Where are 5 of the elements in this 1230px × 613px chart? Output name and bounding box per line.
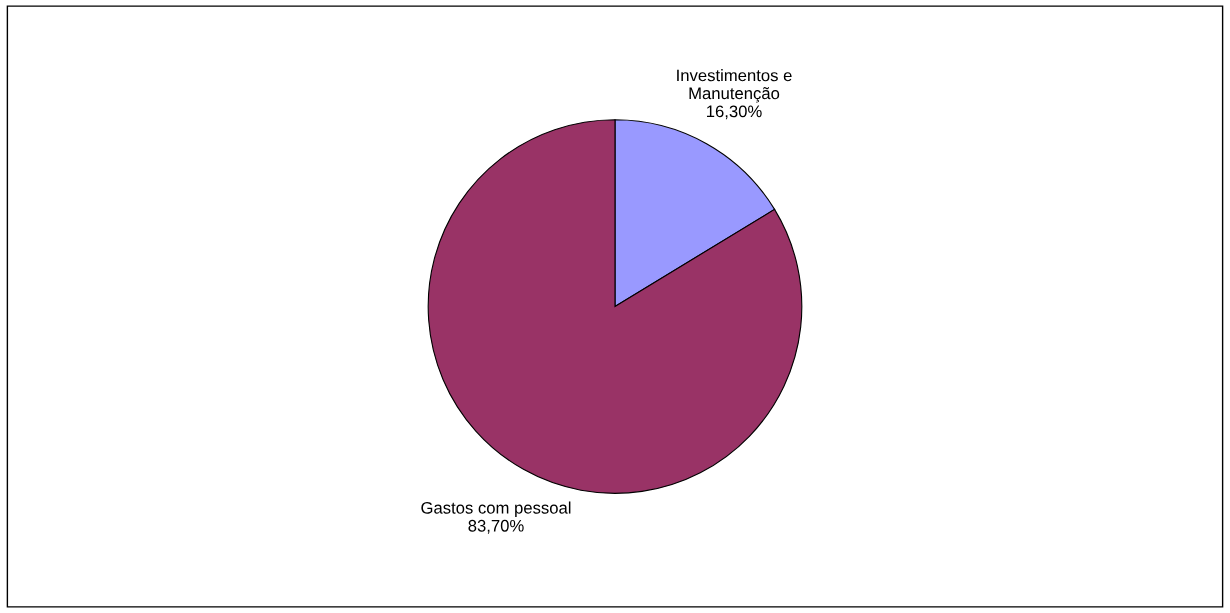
slice-label: Gastos com pessoal (421, 501, 571, 517)
pie-slice (427, 119, 803, 494)
slice-label: Investimentos e Manutenção (677, 69, 792, 103)
data-label: 83,70% (468, 519, 524, 534)
data-label: 16,30% (707, 105, 762, 120)
